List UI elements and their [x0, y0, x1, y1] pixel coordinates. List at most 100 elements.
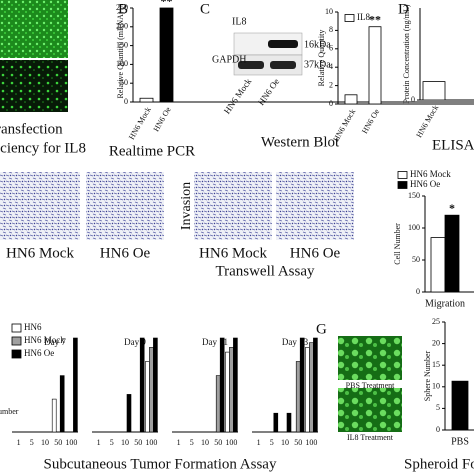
annotation: ** — [369, 12, 381, 26]
y-tick-label: 100 — [408, 223, 420, 232]
blot-label: IL8 — [232, 16, 246, 27]
y-axis-label: Sphere Number — [423, 350, 432, 401]
image-label: HN6 Mock — [6, 245, 74, 261]
x-tick-label: 100 — [225, 438, 237, 447]
blot-label: 16kDa — [304, 39, 331, 50]
lane-label: HN6 Mock — [222, 76, 254, 116]
legend-label: HN6 Mock — [24, 335, 65, 345]
bar — [286, 412, 292, 433]
caption: iciency for IL8 — [0, 140, 86, 156]
micrograph — [194, 172, 272, 240]
annotation: * — [449, 201, 455, 215]
panel-letter: G — [316, 321, 327, 337]
bar — [368, 26, 382, 105]
micrograph — [276, 172, 354, 240]
legend-swatch — [397, 181, 408, 189]
image-label: HN6 Oe — [100, 245, 151, 261]
y-tick-label: 20 — [432, 338, 440, 347]
x-tick-label: HN6 Mock — [414, 103, 440, 139]
y-tick-label: 100 — [116, 59, 128, 68]
y-tick-label: 0 — [124, 97, 128, 106]
y-axis-label: Relative Quantity (mRNA) — [116, 11, 125, 98]
x-tick-label: 1 — [177, 438, 181, 447]
blot-label: GAPDH — [212, 54, 246, 65]
x-tick-label: HN6 Mock — [127, 105, 153, 141]
axis-label: umber — [0, 407, 19, 416]
bar — [139, 97, 154, 103]
y-tick-label: 2 — [329, 80, 333, 89]
axis-label: Invasion — [179, 182, 194, 230]
panel-letter: D — [398, 1, 409, 17]
x-tick-label: 10 — [201, 438, 209, 447]
x-tick-label: 100 — [145, 438, 157, 447]
blot-band — [270, 61, 296, 69]
micrograph — [338, 388, 402, 432]
bar — [422, 81, 446, 101]
y-axis-label: Cell Number — [393, 223, 402, 265]
x-tick-label: 1 — [17, 438, 21, 447]
legend-swatch — [344, 14, 355, 22]
bar — [153, 337, 158, 433]
y-tick-label: 50 — [412, 255, 420, 264]
caption: ransfection — [0, 121, 63, 137]
y-tick-label: 8 — [329, 25, 333, 34]
y-tick-label: 0 — [329, 99, 333, 108]
caption: ELISA — [432, 137, 474, 153]
bar — [59, 375, 65, 433]
legend-label: IL8 — [357, 12, 370, 22]
x-tick-label: 5 — [110, 438, 114, 447]
caption: Realtime PCR — [109, 143, 195, 159]
bar — [299, 337, 305, 433]
x-tick-label: 5 — [30, 438, 34, 447]
micrograph — [0, 172, 80, 240]
bar — [51, 398, 57, 433]
y-tick-label: 15 — [432, 360, 440, 369]
y-tick-label: 25 — [432, 317, 440, 326]
bar — [295, 361, 301, 433]
bar — [73, 337, 78, 433]
blot-band — [268, 40, 298, 48]
bar — [159, 7, 174, 103]
x-tick-label: 50 — [54, 438, 62, 447]
y-axis-label: Relative Quantity — [317, 30, 326, 87]
panel-title: Day 11 — [202, 337, 228, 347]
y-tick-label: 6 — [329, 44, 333, 53]
bar — [273, 412, 279, 433]
bar — [305, 347, 310, 433]
y-tick-label: 150 — [408, 191, 420, 200]
legend-label: HN6 Oe — [410, 179, 440, 189]
y-tick-label: 5 — [436, 403, 440, 412]
x-tick-label: 50 — [294, 438, 302, 447]
x-tick-label: 10 — [41, 438, 49, 447]
micrograph — [86, 172, 164, 240]
micrograph — [0, 60, 68, 112]
x-tick-label: 10 — [281, 438, 289, 447]
x-tick-label: 1 — [97, 438, 101, 447]
bar — [149, 347, 154, 433]
x-tick-label: 10 — [121, 438, 129, 447]
x-tick-label: 100 — [65, 438, 77, 447]
blot — [233, 54, 303, 76]
x-tick-label: 100 — [305, 438, 317, 447]
panel-title: Day 13 — [282, 337, 309, 347]
bar — [444, 214, 460, 293]
panel-title: Day 9 — [124, 337, 146, 347]
image-label: HN6 Mock — [199, 245, 267, 261]
legend-label: HN6 Oe — [24, 348, 54, 358]
x-tick-label: 1 — [257, 438, 261, 447]
image-label: PBS Treatment — [346, 381, 395, 390]
legend-label: HN6 — [24, 322, 42, 332]
bar — [229, 347, 234, 433]
bar — [139, 337, 145, 433]
bar — [225, 351, 230, 433]
y-tick-label: 50 — [120, 78, 128, 87]
caption: Spheroid Formation A — [404, 456, 474, 472]
x-tick-label: 50 — [134, 438, 142, 447]
image-label: HN6 Oe — [290, 245, 341, 261]
y-tick-label: 10 — [325, 7, 333, 16]
bar — [215, 375, 221, 433]
blot-label: 37kDa — [304, 59, 331, 70]
bar — [451, 380, 469, 431]
y-tick-label: 250 — [116, 3, 128, 12]
